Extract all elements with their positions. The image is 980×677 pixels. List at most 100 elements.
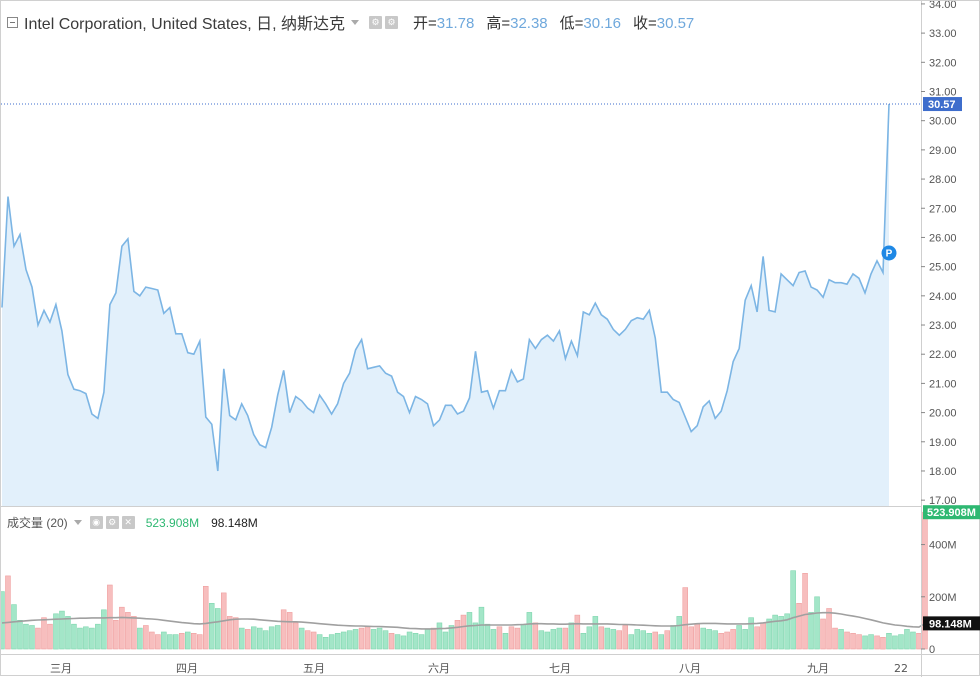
volume-bar [125, 612, 131, 650]
volume-bar [304, 630, 311, 650]
volume-bar [29, 625, 35, 650]
volume-bar [436, 622, 443, 650]
volume-axis-label: 0 [929, 644, 935, 656]
time-axis-label: 22 [894, 662, 908, 675]
volume-bar [394, 634, 401, 650]
volume-bar [586, 626, 593, 650]
volume-bar [17, 619, 23, 650]
settings-icon[interactable]: ⚙ [369, 15, 383, 29]
volume-bar [161, 631, 167, 650]
volume-bar [556, 627, 563, 650]
collapse-icon[interactable] [7, 16, 18, 28]
dropdown-caret-icon[interactable] [73, 520, 82, 525]
volume-ma-tag-label: 98.148M [929, 618, 972, 630]
volume-bar [652, 631, 658, 650]
volume-bar [832, 627, 838, 650]
volume-bar [406, 631, 413, 650]
volume-bar [215, 608, 221, 650]
volume-bar [628, 634, 634, 650]
event-marker-icon[interactable] [881, 245, 897, 261]
symbol-title[interactable]: Intel Corporation, United States, 日, 纳斯达… [24, 16, 346, 33]
volume-bar [179, 632, 185, 650]
visibility-icon[interactable]: ◉ [89, 516, 103, 529]
last-volume-label: 523.908M [927, 507, 976, 519]
price-axis-label: 34.00 [929, 1, 957, 11]
volume-bar [83, 626, 89, 650]
volume-bar [688, 626, 694, 650]
volume-legend: 成交量 (20) ◉ ⚙ ✕ 523.908M 98.148M [7, 514, 258, 531]
volume-bar [316, 634, 323, 650]
time-axis-label: 六月 [428, 662, 450, 675]
volume-bar [562, 627, 569, 650]
price-axis-label: 20.00 [929, 408, 957, 420]
volume-bar [538, 630, 545, 650]
time-axis-label: 四月 [176, 662, 198, 675]
volume-bar [23, 623, 29, 650]
volume-bar [532, 622, 539, 650]
event-marker-label[interactable]: P [886, 249, 893, 260]
volume-bar [826, 608, 832, 650]
volume-bar [640, 630, 646, 650]
volume-bar [101, 609, 107, 650]
volume-bar [448, 625, 455, 650]
volume-bar [892, 635, 898, 650]
volume-bar [191, 632, 197, 650]
volume-bar [412, 632, 419, 650]
price-axis-label: 33.00 [929, 28, 957, 40]
volume-bar [262, 630, 269, 650]
volume-bar [760, 622, 766, 650]
close-icon[interactable]: ✕ [121, 516, 135, 529]
visibility-icon[interactable]: ⚙ [385, 15, 399, 29]
volume-value: 523.908M [145, 515, 200, 530]
volume-bar [784, 613, 790, 650]
volume-bar [460, 614, 467, 650]
volume-bar [149, 631, 155, 650]
volume-bar [322, 636, 329, 650]
volume-bar [634, 629, 640, 650]
volume-ma-tag [923, 616, 980, 631]
volume-bar [472, 622, 479, 650]
volume-axis-label: 200M [929, 592, 957, 604]
dropdown-caret-icon[interactable] [351, 19, 360, 25]
volume-bar [233, 617, 239, 650]
volume-bar [904, 629, 910, 650]
volume-bar [358, 627, 365, 650]
volume-bar [298, 627, 305, 650]
price-line [1, 103, 890, 472]
volume-bar [89, 627, 95, 650]
volume-bar [245, 629, 251, 650]
volume-bar [664, 630, 670, 650]
volume-bar [580, 632, 587, 650]
volume-title[interactable]: 成交量 (20) [7, 516, 68, 530]
volume-bar [766, 618, 772, 650]
volume-bar [41, 617, 47, 650]
volume-bar [71, 623, 77, 650]
volume-bar [508, 626, 515, 650]
volume-bar [119, 606, 125, 650]
volume-bar [203, 585, 209, 650]
volume-bar [502, 632, 509, 650]
volume-bar [1, 591, 5, 650]
volume-bar [11, 604, 17, 650]
price-axis-label: 29.00 [929, 145, 957, 157]
price-legend: Intel Corporation, United States, 日, 纳斯达… [7, 10, 694, 34]
volume-bar [754, 626, 760, 650]
volume-bar [550, 629, 557, 650]
price-axis-label: 31.00 [929, 86, 957, 98]
volume-bar [256, 627, 263, 650]
price-axis-label: 30.00 [929, 116, 957, 128]
volume-bar [131, 616, 137, 650]
volume-bar [808, 612, 814, 650]
volume-bar [59, 610, 65, 650]
price-area [2, 104, 889, 506]
volume-bar [400, 635, 407, 650]
volume-ma-line [1, 611, 926, 630]
volume-bar [868, 634, 874, 650]
volume-bar [706, 629, 712, 650]
last-price-tag [923, 97, 962, 112]
volume-bar [520, 623, 527, 650]
settings-icon[interactable]: ⚙ [105, 516, 119, 529]
volume-bar [592, 616, 599, 650]
